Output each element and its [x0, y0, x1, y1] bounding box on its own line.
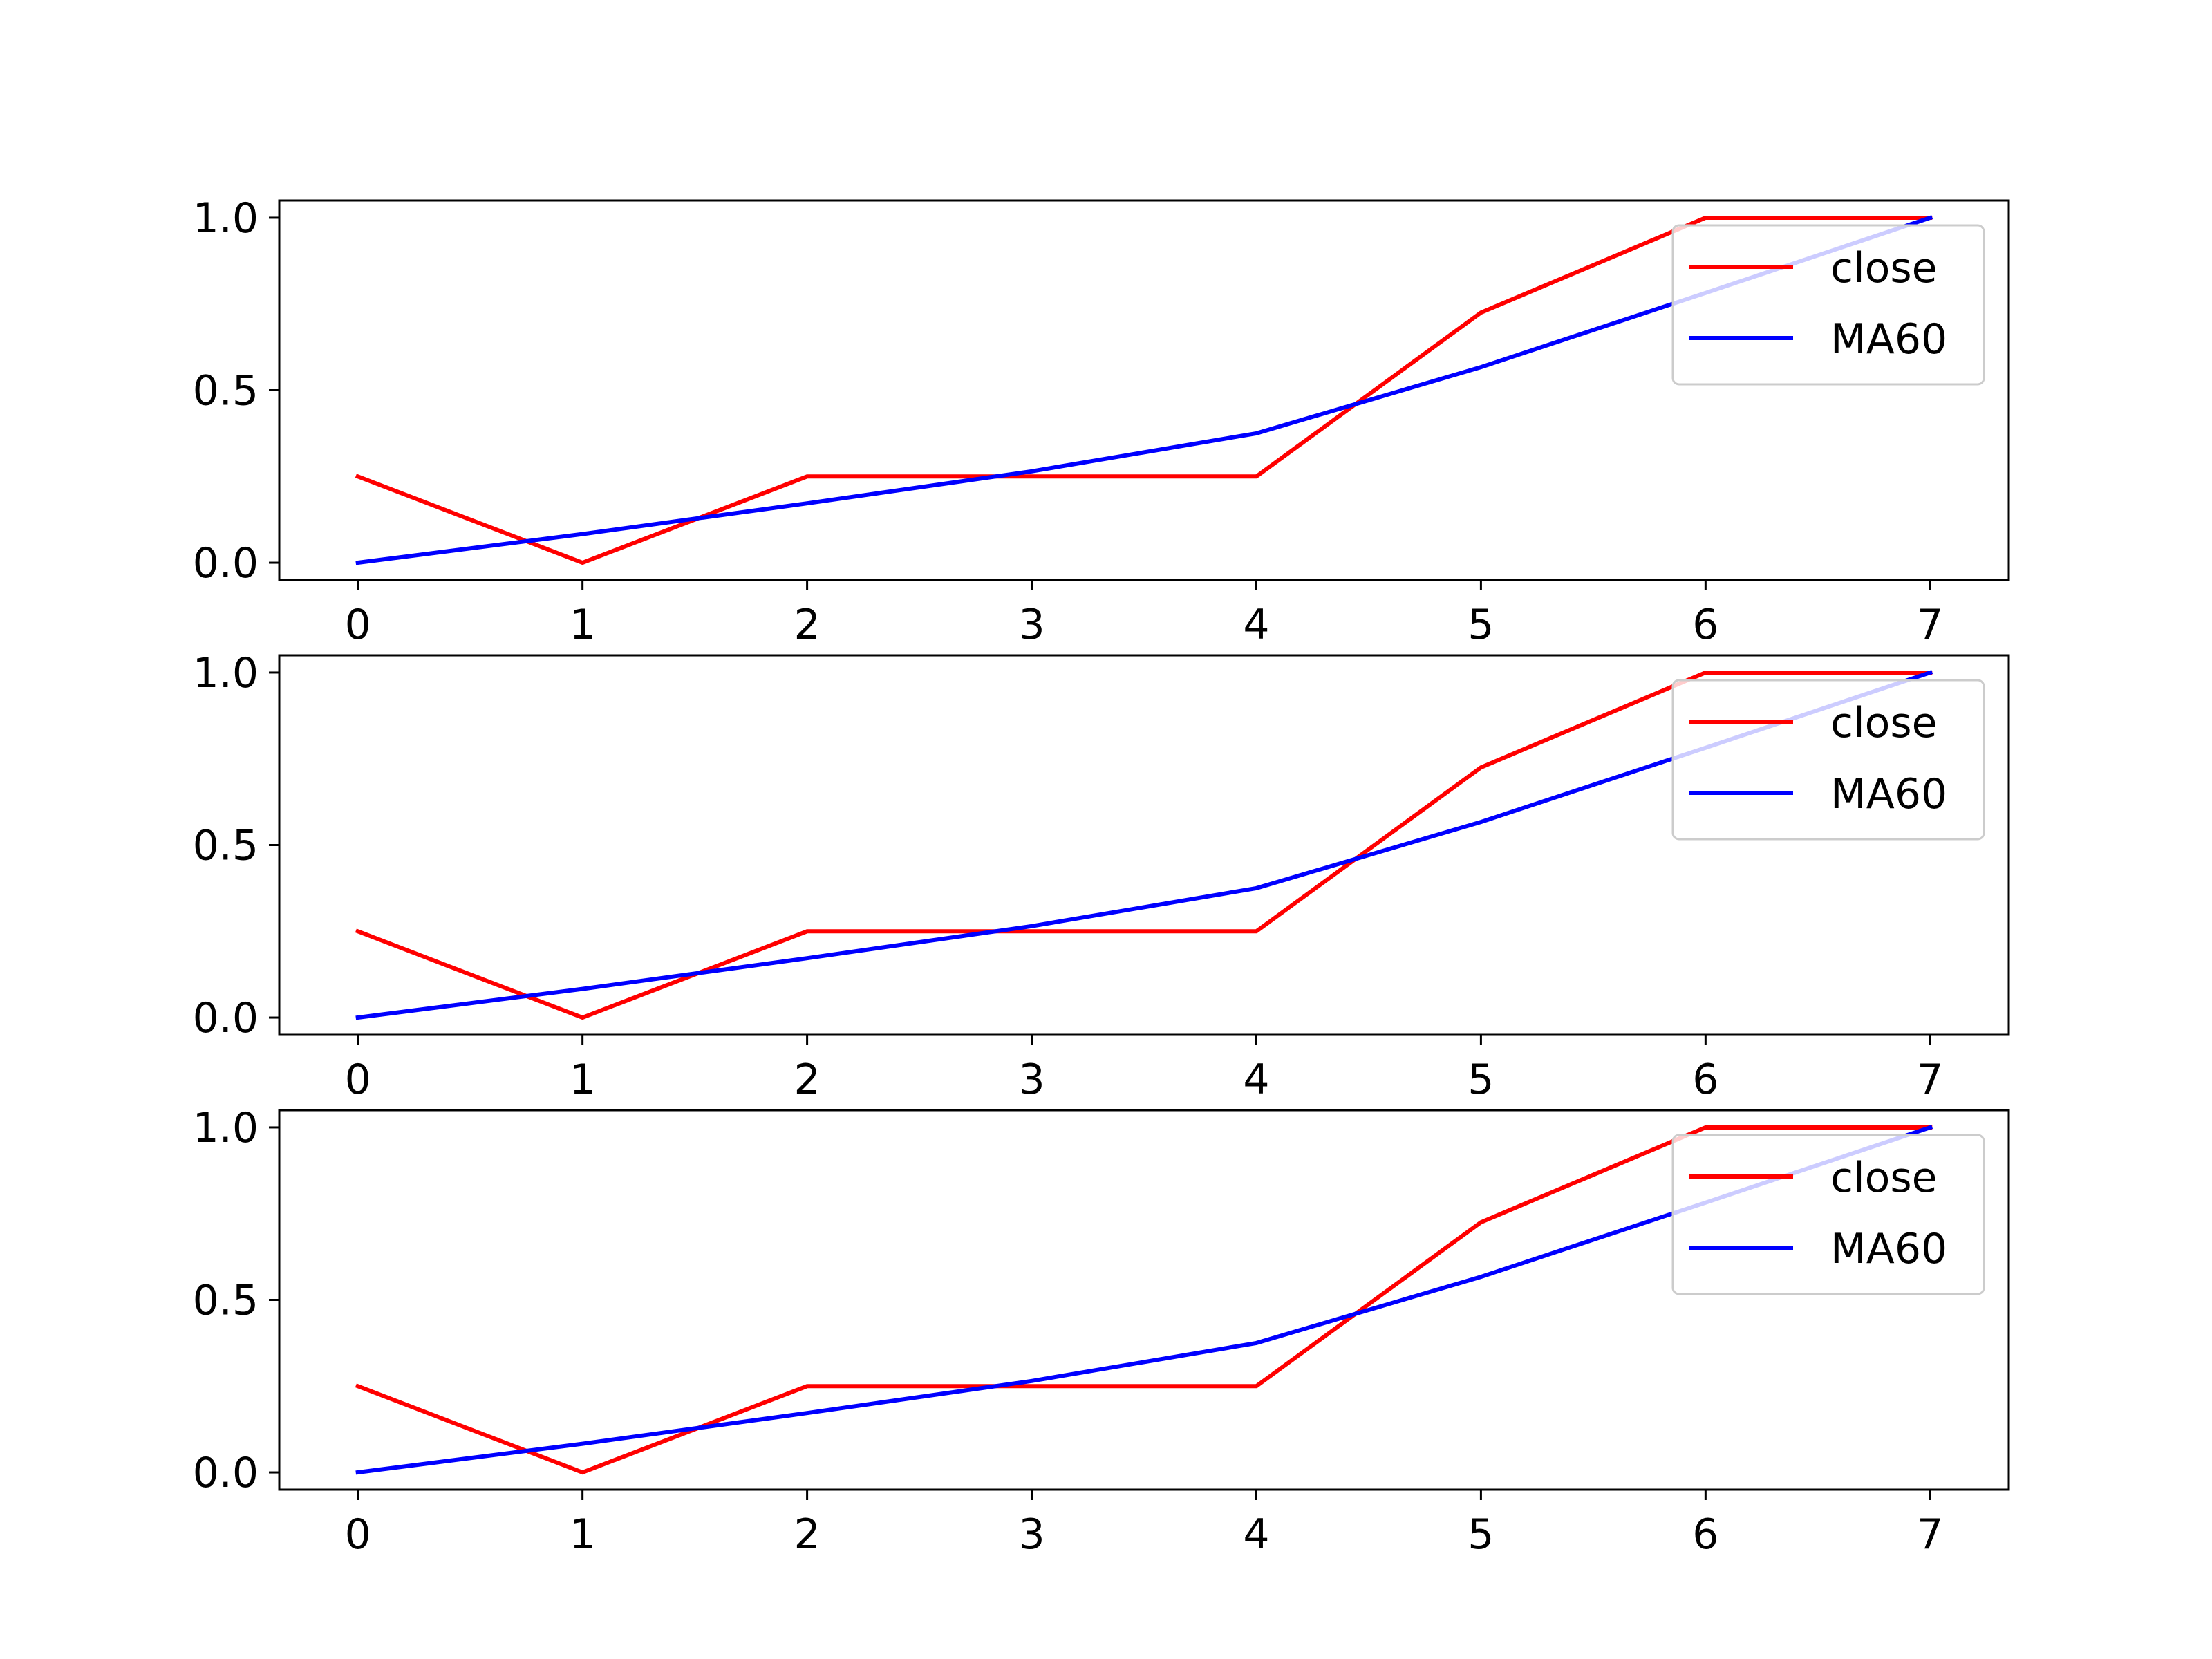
x-tick-label: 4: [1243, 1056, 1269, 1104]
x-tick-label: 2: [794, 1056, 821, 1104]
legend-label-close: close: [1830, 244, 1938, 292]
y-tick-label: 0.5: [193, 367, 259, 415]
x-tick-label: 4: [1243, 601, 1269, 649]
x-tick-label: 2: [794, 601, 821, 649]
y-tick-label: 0.5: [193, 1277, 259, 1325]
x-tick-label: 3: [1018, 1510, 1044, 1559]
x-tick-label: 7: [1917, 1056, 1943, 1104]
series-line-ma60: [355, 670, 1933, 1020]
x-tick-label: 5: [1468, 1056, 1494, 1104]
x-tick-label: 3: [1018, 601, 1044, 649]
x-tick-label: 6: [1692, 601, 1718, 649]
legend-label-ma60: MA60: [1830, 1225, 1947, 1273]
subplot-3: 0 1 2 3 4 5 6 7 0.0 0.5 1.0 close MA60: [193, 1104, 2010, 1559]
x-tick-label: 0: [345, 1056, 371, 1104]
x-tick-label: 5: [1468, 601, 1494, 649]
x-tick-label: 7: [1917, 1510, 1943, 1559]
x-tick-label: 6: [1692, 1056, 1718, 1104]
series-line-close: [355, 1125, 1933, 1475]
legend-label-close: close: [1830, 1154, 1938, 1202]
subplot-1: 0 1 2 3 4 5 6 7 0.0 0.5 1.0 close MA60: [193, 194, 2010, 649]
legend: close MA60: [1671, 224, 1985, 386]
y-tick-label: 0.0: [193, 994, 259, 1042]
series-line-ma60: [355, 1125, 1933, 1475]
x-tick-label: 7: [1917, 601, 1943, 649]
series-line-close: [355, 671, 1933, 1020]
x-tick-label: 1: [570, 1056, 596, 1104]
x-tick-label: 4: [1243, 1510, 1269, 1559]
y-tick-label: 1.0: [193, 194, 259, 243]
y-tick-label: 0.0: [193, 539, 259, 588]
legend: close MA60: [1671, 679, 1985, 841]
x-tick-label: 5: [1468, 1510, 1494, 1559]
subplot-2: 0 1 2 3 4 5 6 7 0.0 0.5 1.0 close MA60: [193, 649, 2010, 1104]
x-tick-label: 6: [1692, 1510, 1718, 1559]
x-tick-label: 0: [345, 601, 371, 649]
x-tick-label: 1: [570, 1510, 596, 1559]
legend-label-close: close: [1830, 699, 1938, 747]
x-tick-label: 1: [570, 601, 596, 649]
legend: close MA60: [1671, 1134, 1985, 1295]
legend-label-ma60: MA60: [1830, 770, 1947, 818]
legend-label-ma60: MA60: [1830, 315, 1947, 364]
x-tick-label: 0: [345, 1510, 371, 1559]
series-line-close: [355, 216, 1933, 565]
x-tick-label: 3: [1018, 1056, 1044, 1104]
y-tick-label: 1.0: [193, 649, 259, 697]
y-tick-label: 1.0: [193, 1104, 259, 1152]
x-tick-label: 2: [794, 1510, 821, 1559]
series-line-ma60: [355, 215, 1933, 565]
y-tick-label: 0.5: [193, 822, 259, 870]
y-tick-label: 0.0: [193, 1449, 259, 1497]
